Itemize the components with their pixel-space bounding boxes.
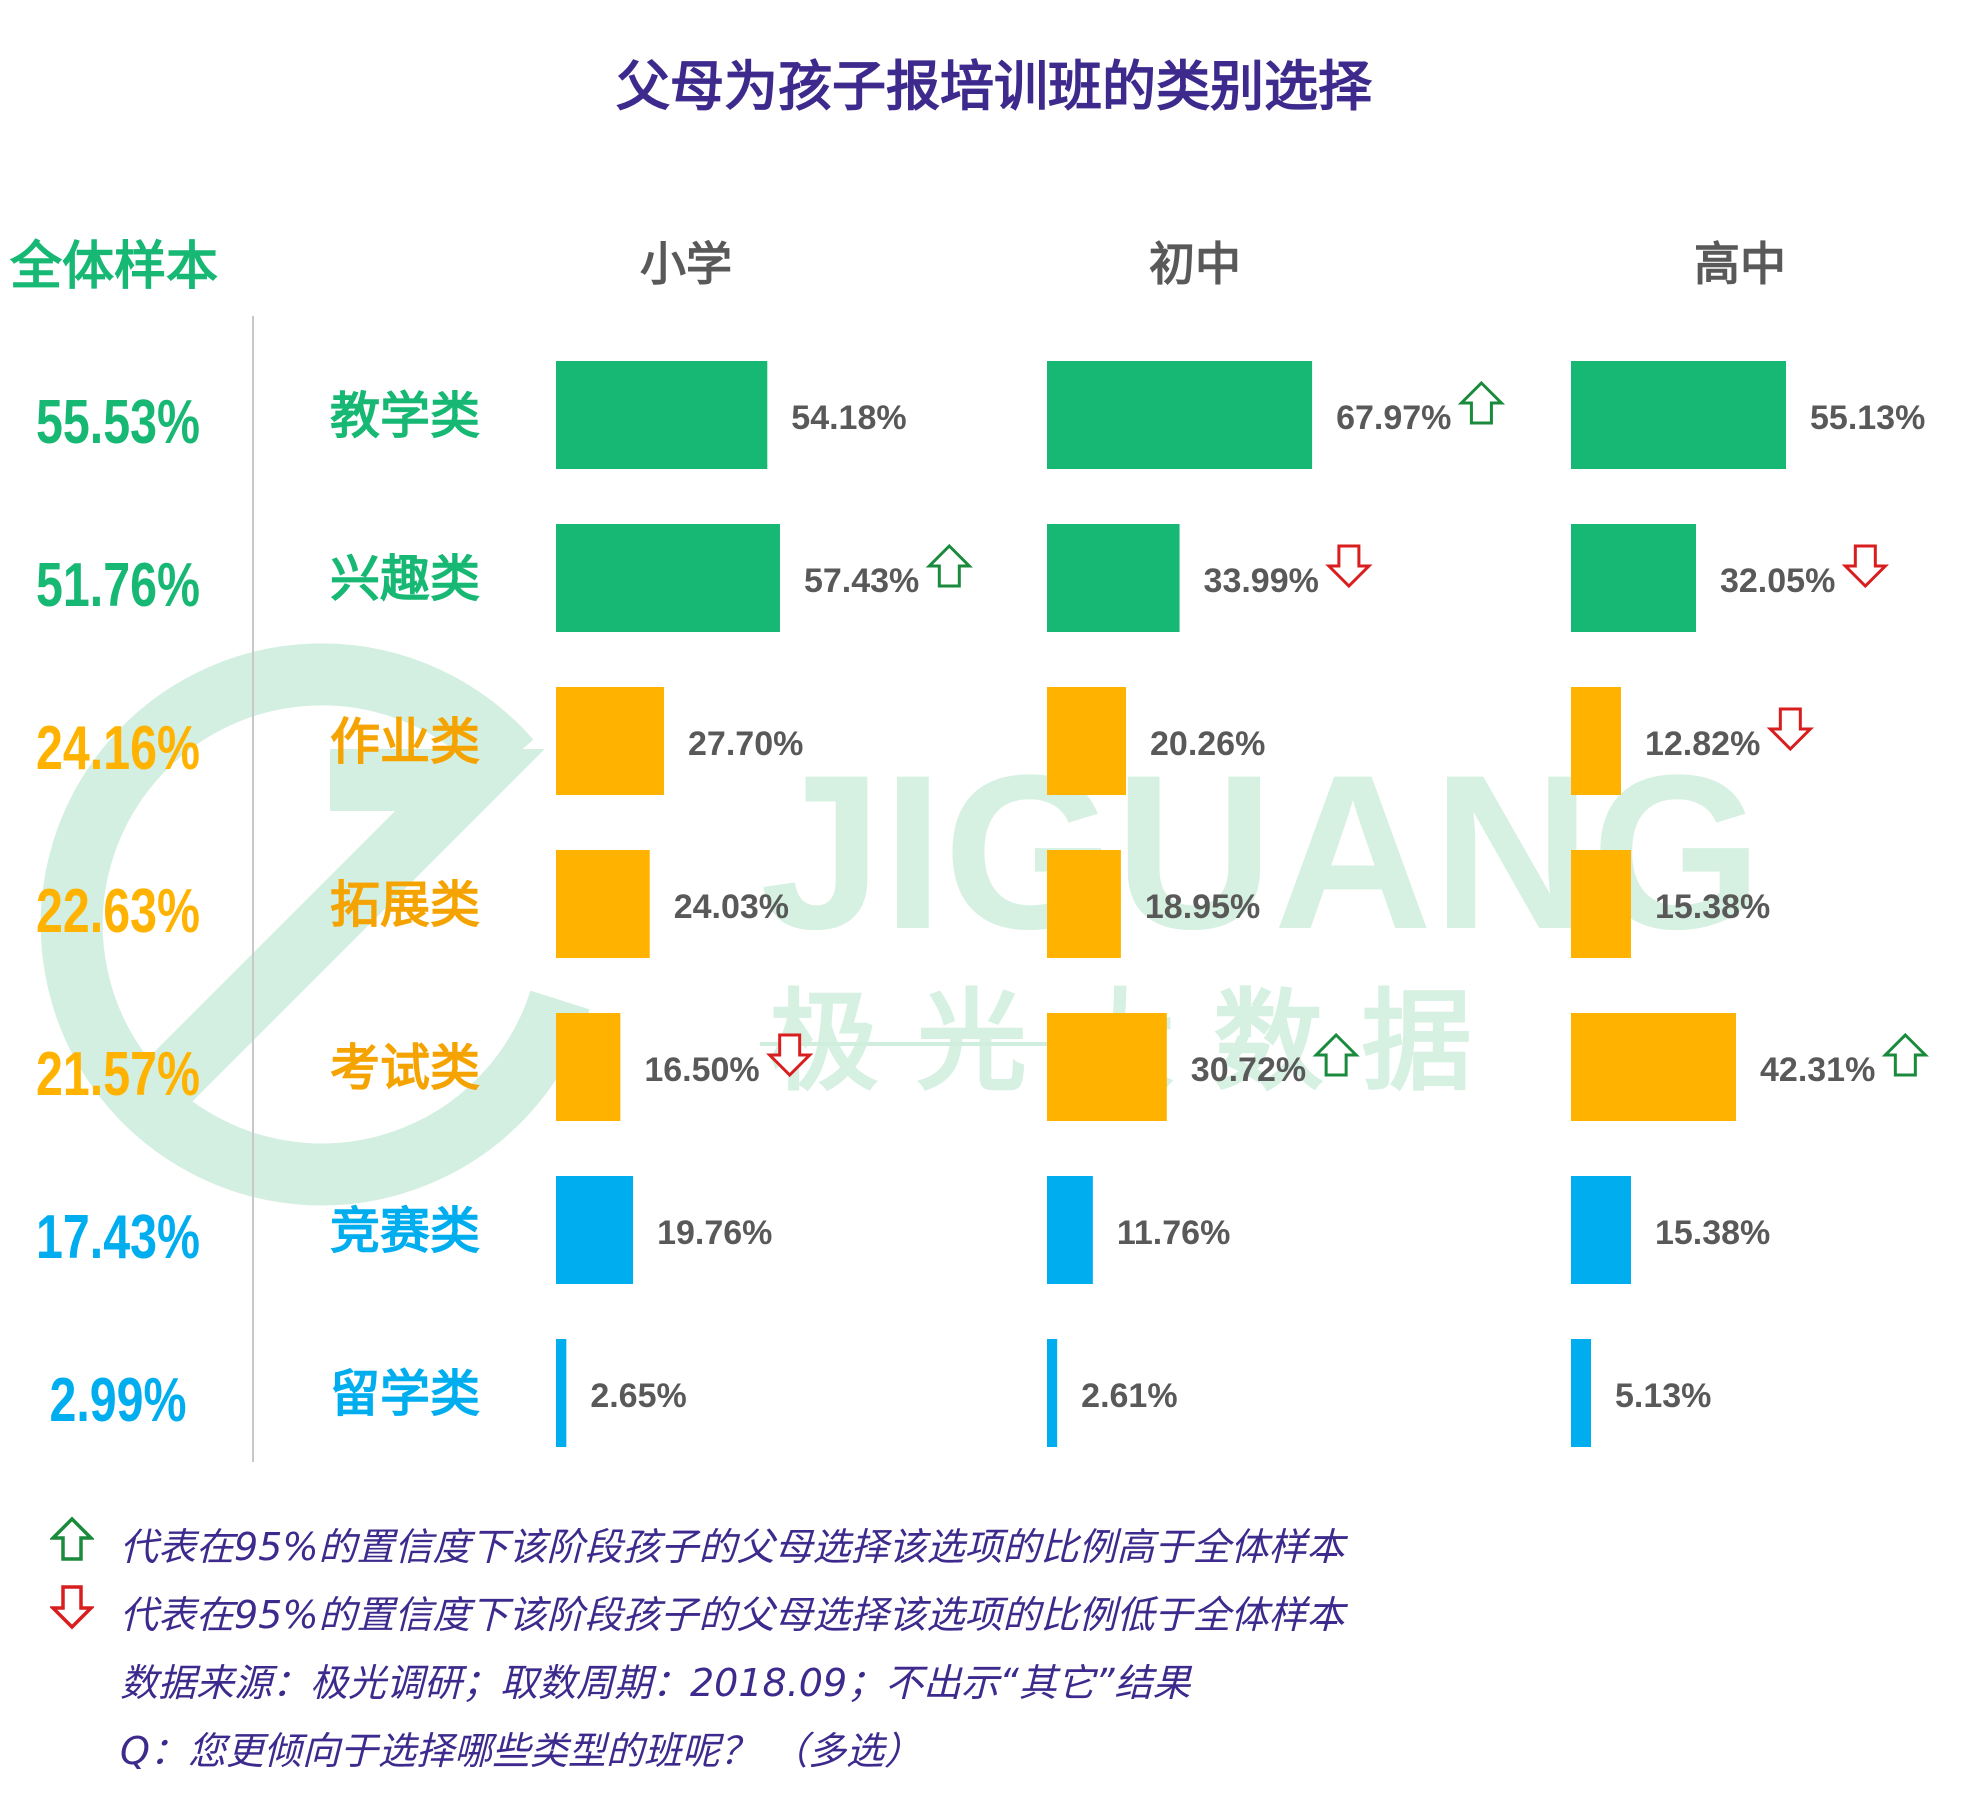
bar <box>1571 850 1631 958</box>
up-arrow-icon <box>1312 1032 1360 1077</box>
total-value-label: 24.16% <box>36 713 200 782</box>
total-value-label: 17.43% <box>36 1202 200 1271</box>
bar <box>556 850 650 958</box>
total-value-label: 51.76% <box>36 550 200 619</box>
up-arrow-icon <box>50 1516 94 1561</box>
column-header-high: 高中 <box>1694 237 1786 291</box>
category-label: 考试类 <box>330 1039 480 1097</box>
bar-value-label: 67.97% <box>1336 399 1451 437</box>
bar <box>1571 524 1696 632</box>
bar <box>1047 1339 1058 1447</box>
bar <box>1047 361 1313 469</box>
watermark-logo-icon <box>40 643 590 1206</box>
bar-value-label: 33.99% <box>1204 562 1319 600</box>
bar <box>1571 1339 1592 1447</box>
up-arrow-icon <box>1881 1032 1929 1077</box>
bar <box>1047 687 1127 795</box>
down-arrow-icon <box>766 1033 814 1078</box>
down-arrow-icon <box>50 1585 94 1630</box>
total-value-label: 2.99% <box>49 1365 186 1434</box>
bar <box>1047 1176 1093 1284</box>
chart-title: 父母为孩子报培训班的类别选择 <box>616 55 1372 118</box>
category-label: 教学类 <box>330 387 480 445</box>
chart-svg: 55.53% 教学类 54.18% 67.97% 55.13% 51.76% 兴趣类 57.4… <box>36 361 1929 1447</box>
column-header-middle: 初中 <box>1149 237 1241 291</box>
bar <box>1571 361 1787 469</box>
legend-down-text: 代表在95%的置信度下该阶段孩子的父母选择该选项的比例低于全体样本 <box>120 1593 1345 1637</box>
down-arrow-icon <box>1325 544 1373 589</box>
bar-value-label: 32.05% <box>1720 562 1835 600</box>
legend-up-text: 代表在95%的置信度下该阶段孩子的父母选择该选项的比例高于全体样本 <box>120 1525 1345 1569</box>
up-arrow-icon <box>925 543 973 588</box>
bar <box>1571 1013 1737 1121</box>
bar <box>1047 850 1121 958</box>
category-label: 竞赛类 <box>330 1202 480 1260</box>
up-arrow-icon <box>1457 380 1506 425</box>
bar-value-label: 12.82% <box>1645 725 1760 763</box>
bar-value-label: 55.13% <box>1810 399 1925 437</box>
bar <box>1047 524 1180 632</box>
bar-value-label: 5.13% <box>1615 1377 1711 1415</box>
total-sample-header: 全体样本 <box>10 237 219 297</box>
category-label: 兴趣类 <box>330 550 480 608</box>
total-value-label: 22.63% <box>36 876 200 945</box>
bar <box>556 1339 567 1447</box>
source-note: 数据来源：极光调研；取数周期：2018.09；不出示“其它”结果 <box>120 1661 1191 1705</box>
bar-value-label: 27.70% <box>688 725 803 763</box>
bar-value-label: 20.26% <box>1150 725 1265 763</box>
bar-value-label: 16.50% <box>644 1051 759 1089</box>
bar-value-label: 2.65% <box>590 1377 686 1415</box>
bar <box>1571 687 1621 795</box>
bar <box>556 361 768 469</box>
bar <box>1047 1013 1167 1121</box>
bar-value-label: 54.18% <box>791 399 906 437</box>
category-label: 拓展类 <box>330 876 480 934</box>
bar-value-label: 15.38% <box>1655 888 1770 926</box>
bar-value-label: 11.76% <box>1117 1214 1230 1252</box>
bar-value-label: 42.31% <box>1760 1051 1875 1089</box>
bar-value-label: 30.72% <box>1191 1051 1306 1089</box>
bar <box>1571 1176 1631 1284</box>
bar <box>556 687 665 795</box>
total-value-label: 55.53% <box>36 387 200 456</box>
question-note: Q：您更倾向于选择哪些类型的班呢？ （多选） <box>120 1729 922 1773</box>
bar-value-label: 24.03% <box>674 888 789 926</box>
bar-value-label: 57.43% <box>804 562 919 600</box>
bar <box>556 1176 634 1284</box>
bar <box>556 524 780 632</box>
category-label: 作业类 <box>330 713 480 771</box>
bar <box>556 1013 621 1121</box>
down-arrow-icon <box>1766 707 1814 752</box>
bar-value-label: 2.61% <box>1081 1377 1177 1415</box>
divider <box>252 316 254 1462</box>
down-arrow-icon <box>1841 544 1889 589</box>
bar-value-label: 18.95% <box>1145 888 1260 926</box>
bar-value-label: 15.38% <box>1655 1214 1770 1252</box>
column-header-primary: 小学 <box>640 237 732 291</box>
total-value-label: 21.57% <box>36 1039 200 1108</box>
category-label: 留学类 <box>330 1365 480 1423</box>
bar-value-label: 19.76% <box>657 1214 772 1252</box>
